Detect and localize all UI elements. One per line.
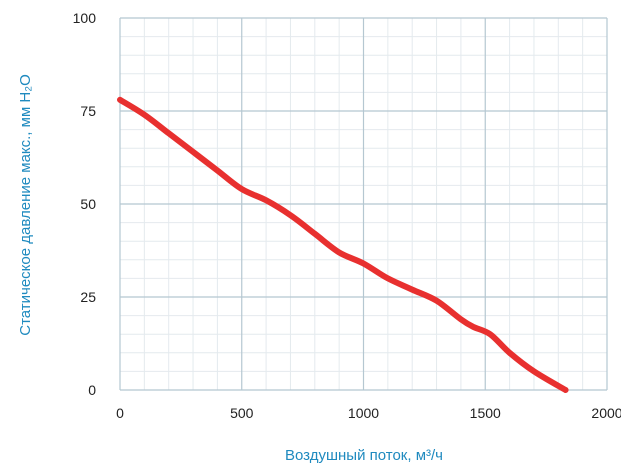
x-tick-label: 1000 [348,405,379,421]
y-tick-label: 75 [80,103,96,119]
y-axis-ticks: 0 25 50 75 100 [73,10,97,398]
y-tick-label: 0 [88,382,96,398]
y-tick-label: 50 [80,196,96,212]
x-axis-title: Воздушный поток, м³/ч [285,447,443,464]
x-tick-label: 0 [116,405,124,421]
chart-grid [119,17,608,391]
y-axis-title: Статическое давление макс., мм H₂O [17,74,34,336]
x-tick-label: 2000 [591,405,621,421]
series-line [117,96,569,393]
y-tick-label: 100 [73,10,97,26]
x-axis-ticks: 0 500 1000 1500 2000 [116,405,621,421]
y-tick-label: 25 [80,289,96,305]
x-tick-label: 1500 [470,405,501,421]
series-layer [117,96,569,393]
x-tick-label: 500 [230,405,254,421]
